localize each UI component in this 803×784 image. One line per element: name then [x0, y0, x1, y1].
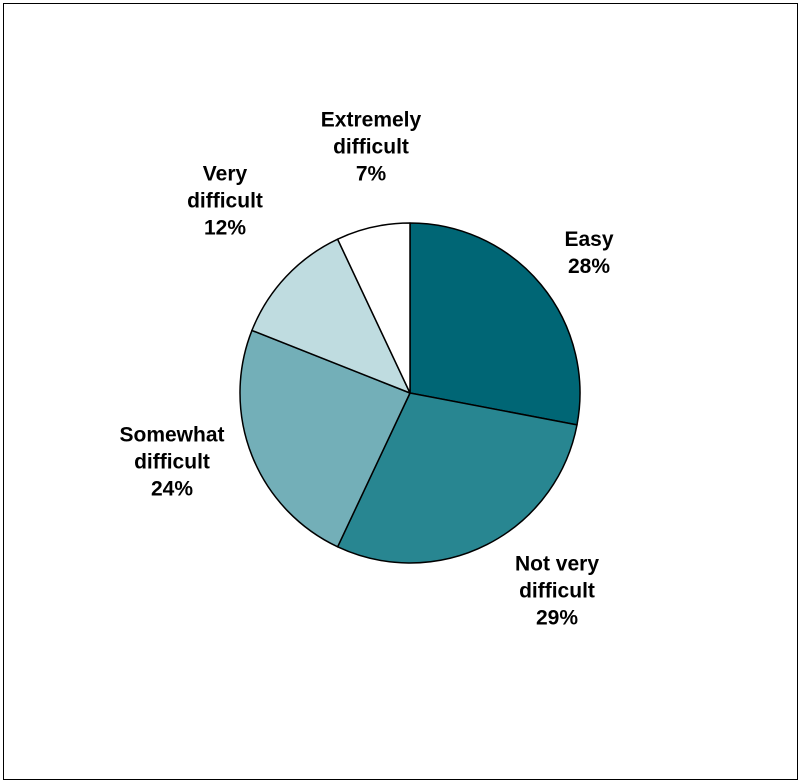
- pie-category-label: Easy: [564, 228, 613, 251]
- pie-value-label: 12%: [204, 217, 246, 240]
- pie-slice-extremely-difficult: [336, 222, 411, 394]
- pie-slices: [239, 222, 581, 564]
- pie-category-label: Somewhat: [119, 424, 224, 447]
- pie-label-extremely-difficult: Extremely difficult 7%: [321, 109, 422, 186]
- pie-value-label: 28%: [568, 255, 610, 278]
- pie-category-label: difficult: [134, 451, 210, 474]
- pie-category-label: difficult: [519, 580, 595, 603]
- pie-category-label: difficult: [333, 136, 409, 159]
- pie-slice-somewhat-difficult: [239, 329, 411, 548]
- pie-category-label: difficult: [187, 190, 263, 213]
- pie-category-label: Not very: [515, 553, 599, 576]
- pie-label-easy: Easy 28%: [564, 228, 613, 278]
- pie-category-label: Very: [203, 163, 248, 186]
- pie-labels: Easy 28% Not very difficult 29% Somewhat diffi…: [119, 109, 613, 630]
- pie-slice-easy: [409, 222, 581, 426]
- pie-value-label: 29%: [536, 607, 578, 630]
- pie-slice-very-difficult: [251, 238, 411, 394]
- pie-category-label: Extremely: [321, 109, 422, 132]
- pie-label-somewhat-difficult: Somewhat difficult 24%: [119, 424, 224, 501]
- pie-label-not-very-difficult: Not very difficult 29%: [515, 553, 599, 630]
- pie-label-very-difficult: Very difficult 12%: [187, 163, 263, 240]
- pie-value-label: 24%: [151, 478, 193, 501]
- pie-slice-not-very-difficult: [336, 392, 578, 564]
- pie-value-label: 7%: [356, 163, 387, 186]
